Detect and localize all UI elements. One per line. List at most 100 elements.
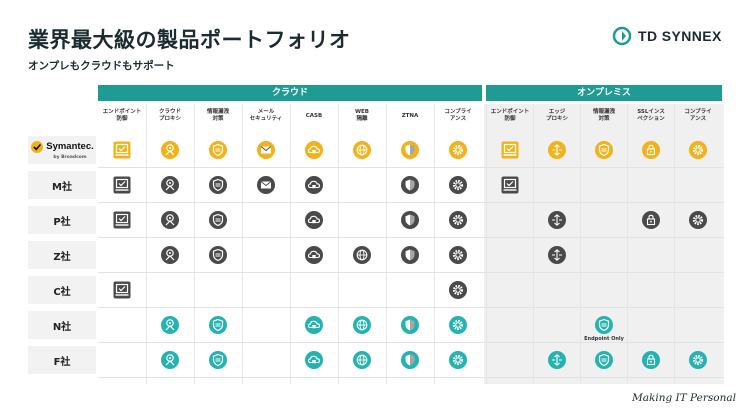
group-header-cloud: クラウド <box>98 85 482 101</box>
symantec-logo: Symantec. by Broadcom <box>28 136 96 164</box>
tagline: Making IT Personal <box>632 392 736 404</box>
page-subtitle: オンプレもクラウドもサポート <box>28 60 175 72</box>
column-header: コンプライ アンス <box>684 109 712 122</box>
column-divider <box>338 104 339 384</box>
cloud-lock-icon <box>304 350 324 370</box>
column-divider <box>290 104 291 384</box>
logo-text: TD SYNNEX <box>638 28 722 44</box>
arrows-icon <box>547 140 567 160</box>
column-divider <box>146 104 147 384</box>
row-label: P社 <box>28 206 96 234</box>
row-label: M社 <box>28 171 96 199</box>
row-divider <box>98 167 724 168</box>
row-label: Z社 <box>28 241 96 269</box>
globe-icon <box>352 350 372 370</box>
column-header: メール セキュリティ <box>249 109 283 122</box>
proxy-icon <box>160 315 180 335</box>
mail-icon <box>256 140 276 160</box>
lock-icon <box>641 350 661 370</box>
shield-alert-icon <box>400 350 420 370</box>
row-label: F社 <box>28 346 96 374</box>
proxy-icon <box>160 245 180 265</box>
gear-icon <box>448 315 468 335</box>
row-divider <box>98 202 724 203</box>
shield-icon <box>594 315 614 335</box>
row-divider <box>98 342 724 343</box>
column-header: WEB 隔離 <box>354 109 370 122</box>
laptop-icon <box>112 210 132 230</box>
laptop-icon <box>112 280 132 300</box>
shield-icon <box>594 350 614 370</box>
column-header: コンプライ アンス <box>444 109 472 122</box>
column-header: エンドポイント 防御 <box>490 109 530 122</box>
proxy-icon <box>160 350 180 370</box>
column-divider <box>194 104 195 384</box>
gear-icon <box>688 140 708 160</box>
endpoint-only-note: Endpoint Only <box>584 336 624 342</box>
shield-icon <box>208 140 228 160</box>
column-header: ZTNA <box>401 112 419 119</box>
lock-icon <box>641 140 661 160</box>
column-header: 情報漏洩 対策 <box>592 109 615 122</box>
column-divider <box>627 104 628 384</box>
shield-icon <box>208 315 228 335</box>
globe-icon <box>352 140 372 160</box>
proxy-icon <box>160 210 180 230</box>
gear-icon <box>688 350 708 370</box>
gear-icon <box>448 210 468 230</box>
shield-alert-icon <box>400 140 420 160</box>
column-divider <box>386 104 387 384</box>
laptop-icon <box>500 140 520 160</box>
cloud-lock-icon <box>304 315 324 335</box>
proxy-icon <box>160 175 180 195</box>
laptop-icon <box>500 175 520 195</box>
shield-alert-icon <box>400 315 420 335</box>
column-header: エンドポイント 防御 <box>102 109 142 122</box>
shield-alert-icon <box>400 210 420 230</box>
shield-icon <box>208 175 228 195</box>
row-divider <box>98 377 724 378</box>
shield-icon <box>208 210 228 230</box>
shield-alert-icon <box>400 245 420 265</box>
arrows-icon <box>547 210 567 230</box>
laptop-icon <box>112 140 132 160</box>
row-label: N社 <box>28 311 96 339</box>
cloud-lock-icon <box>304 140 324 160</box>
column-divider <box>533 104 534 384</box>
checkmark-icon <box>31 140 44 153</box>
shield-alert-icon <box>400 175 420 195</box>
gear-icon <box>448 175 468 195</box>
shield-icon <box>208 245 228 265</box>
gear-icon <box>688 210 708 230</box>
cloud-lock-icon <box>304 210 324 230</box>
gear-icon <box>448 140 468 160</box>
column-header: CASB <box>305 112 323 119</box>
group-header-onprem: オンプレミス <box>486 85 722 101</box>
mail-icon <box>256 175 276 195</box>
lock-icon <box>641 210 661 230</box>
row-label-text: Symantec. <box>46 141 94 152</box>
column-header: エッジ プロキシ <box>545 109 568 122</box>
td-synnex-logo-icon <box>612 26 632 46</box>
globe-icon <box>352 245 372 265</box>
cloud-lock-icon <box>304 245 324 265</box>
column-divider <box>486 104 487 384</box>
td-synnex-logo: TD SYNNEX <box>612 26 722 46</box>
proxy-icon <box>160 140 180 160</box>
shield-icon <box>594 140 614 160</box>
row-label: C社 <box>28 276 96 304</box>
column-divider <box>580 104 581 384</box>
column-divider <box>674 104 675 384</box>
gear-icon <box>448 280 468 300</box>
row-divider <box>98 237 724 238</box>
column-divider <box>434 104 435 384</box>
gear-icon <box>448 350 468 370</box>
cloud-lock-icon <box>304 175 324 195</box>
column-header: SSLインス ペクション <box>637 109 665 122</box>
arrows-icon <box>547 245 567 265</box>
column-header: クラウド プロキシ <box>158 109 181 122</box>
globe-icon <box>352 315 372 335</box>
row-divider <box>98 272 724 273</box>
gear-icon <box>448 245 468 265</box>
row-sublabel: by Broadcom <box>53 154 87 160</box>
